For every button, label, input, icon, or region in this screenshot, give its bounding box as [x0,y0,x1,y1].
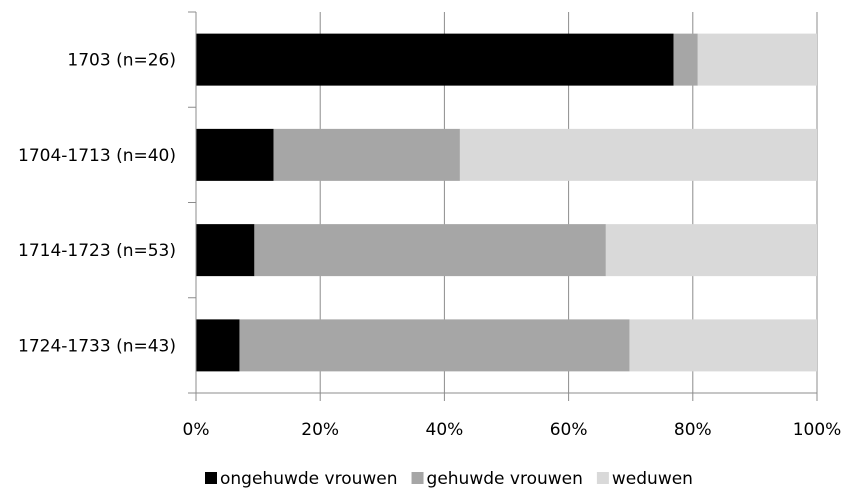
x-tick-label: 60% [550,420,588,440]
bar-segment [196,128,274,181]
x-tick-label: 40% [426,420,464,440]
bars [196,33,817,372]
bar-segment [196,33,674,86]
bar-segment [629,319,817,372]
axes [188,11,818,401]
bar-segment [673,33,698,86]
legend-swatch [596,472,609,484]
category-label: 1724-1733 (n=43) [18,336,176,356]
bar-segment [605,224,817,277]
legend-label: weduwen [612,469,693,489]
category-label: 1714-1723 (n=53) [18,241,176,261]
bar-segment [697,33,817,86]
legend-swatch [411,472,424,484]
legend-label: gehuwde vrouwen [427,469,583,489]
bar-segment [273,128,460,181]
bar-segment [459,128,817,181]
bar-segment [196,319,240,372]
legend: ongehuwde vrouwen gehuwde vrouwen weduwen [205,469,693,489]
bar-segment [254,224,606,277]
category-labels: 1703 (n=26) 1704-1713 (n=40) 1714-1723 (n=… [18,51,176,357]
x-tick-label: 20% [301,420,339,440]
x-tick-label: 80% [674,420,712,440]
x-tick-label: 100% [793,420,842,440]
bar-segment [196,224,255,277]
x-tick-labels: 0% 20% 40% 60% 80% 100% [183,420,842,440]
legend-label: ongehuwde vrouwen [220,469,398,489]
bar-segment [239,319,630,372]
category-label: 1703 (n=26) [67,51,176,71]
legend-swatch [205,472,217,484]
x-tick-label: 0% [183,420,210,440]
category-label: 1704-1713 (n=40) [18,146,176,166]
